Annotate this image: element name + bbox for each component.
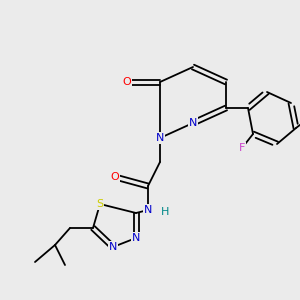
Text: N: N (156, 133, 164, 143)
Text: O: O (111, 172, 119, 182)
Text: N: N (132, 233, 140, 243)
Text: O: O (123, 77, 131, 87)
Text: N: N (109, 242, 117, 252)
Text: H: H (161, 207, 169, 217)
Text: S: S (96, 199, 103, 209)
Text: N: N (144, 205, 152, 215)
Text: N: N (189, 118, 197, 128)
Text: F: F (239, 143, 245, 153)
